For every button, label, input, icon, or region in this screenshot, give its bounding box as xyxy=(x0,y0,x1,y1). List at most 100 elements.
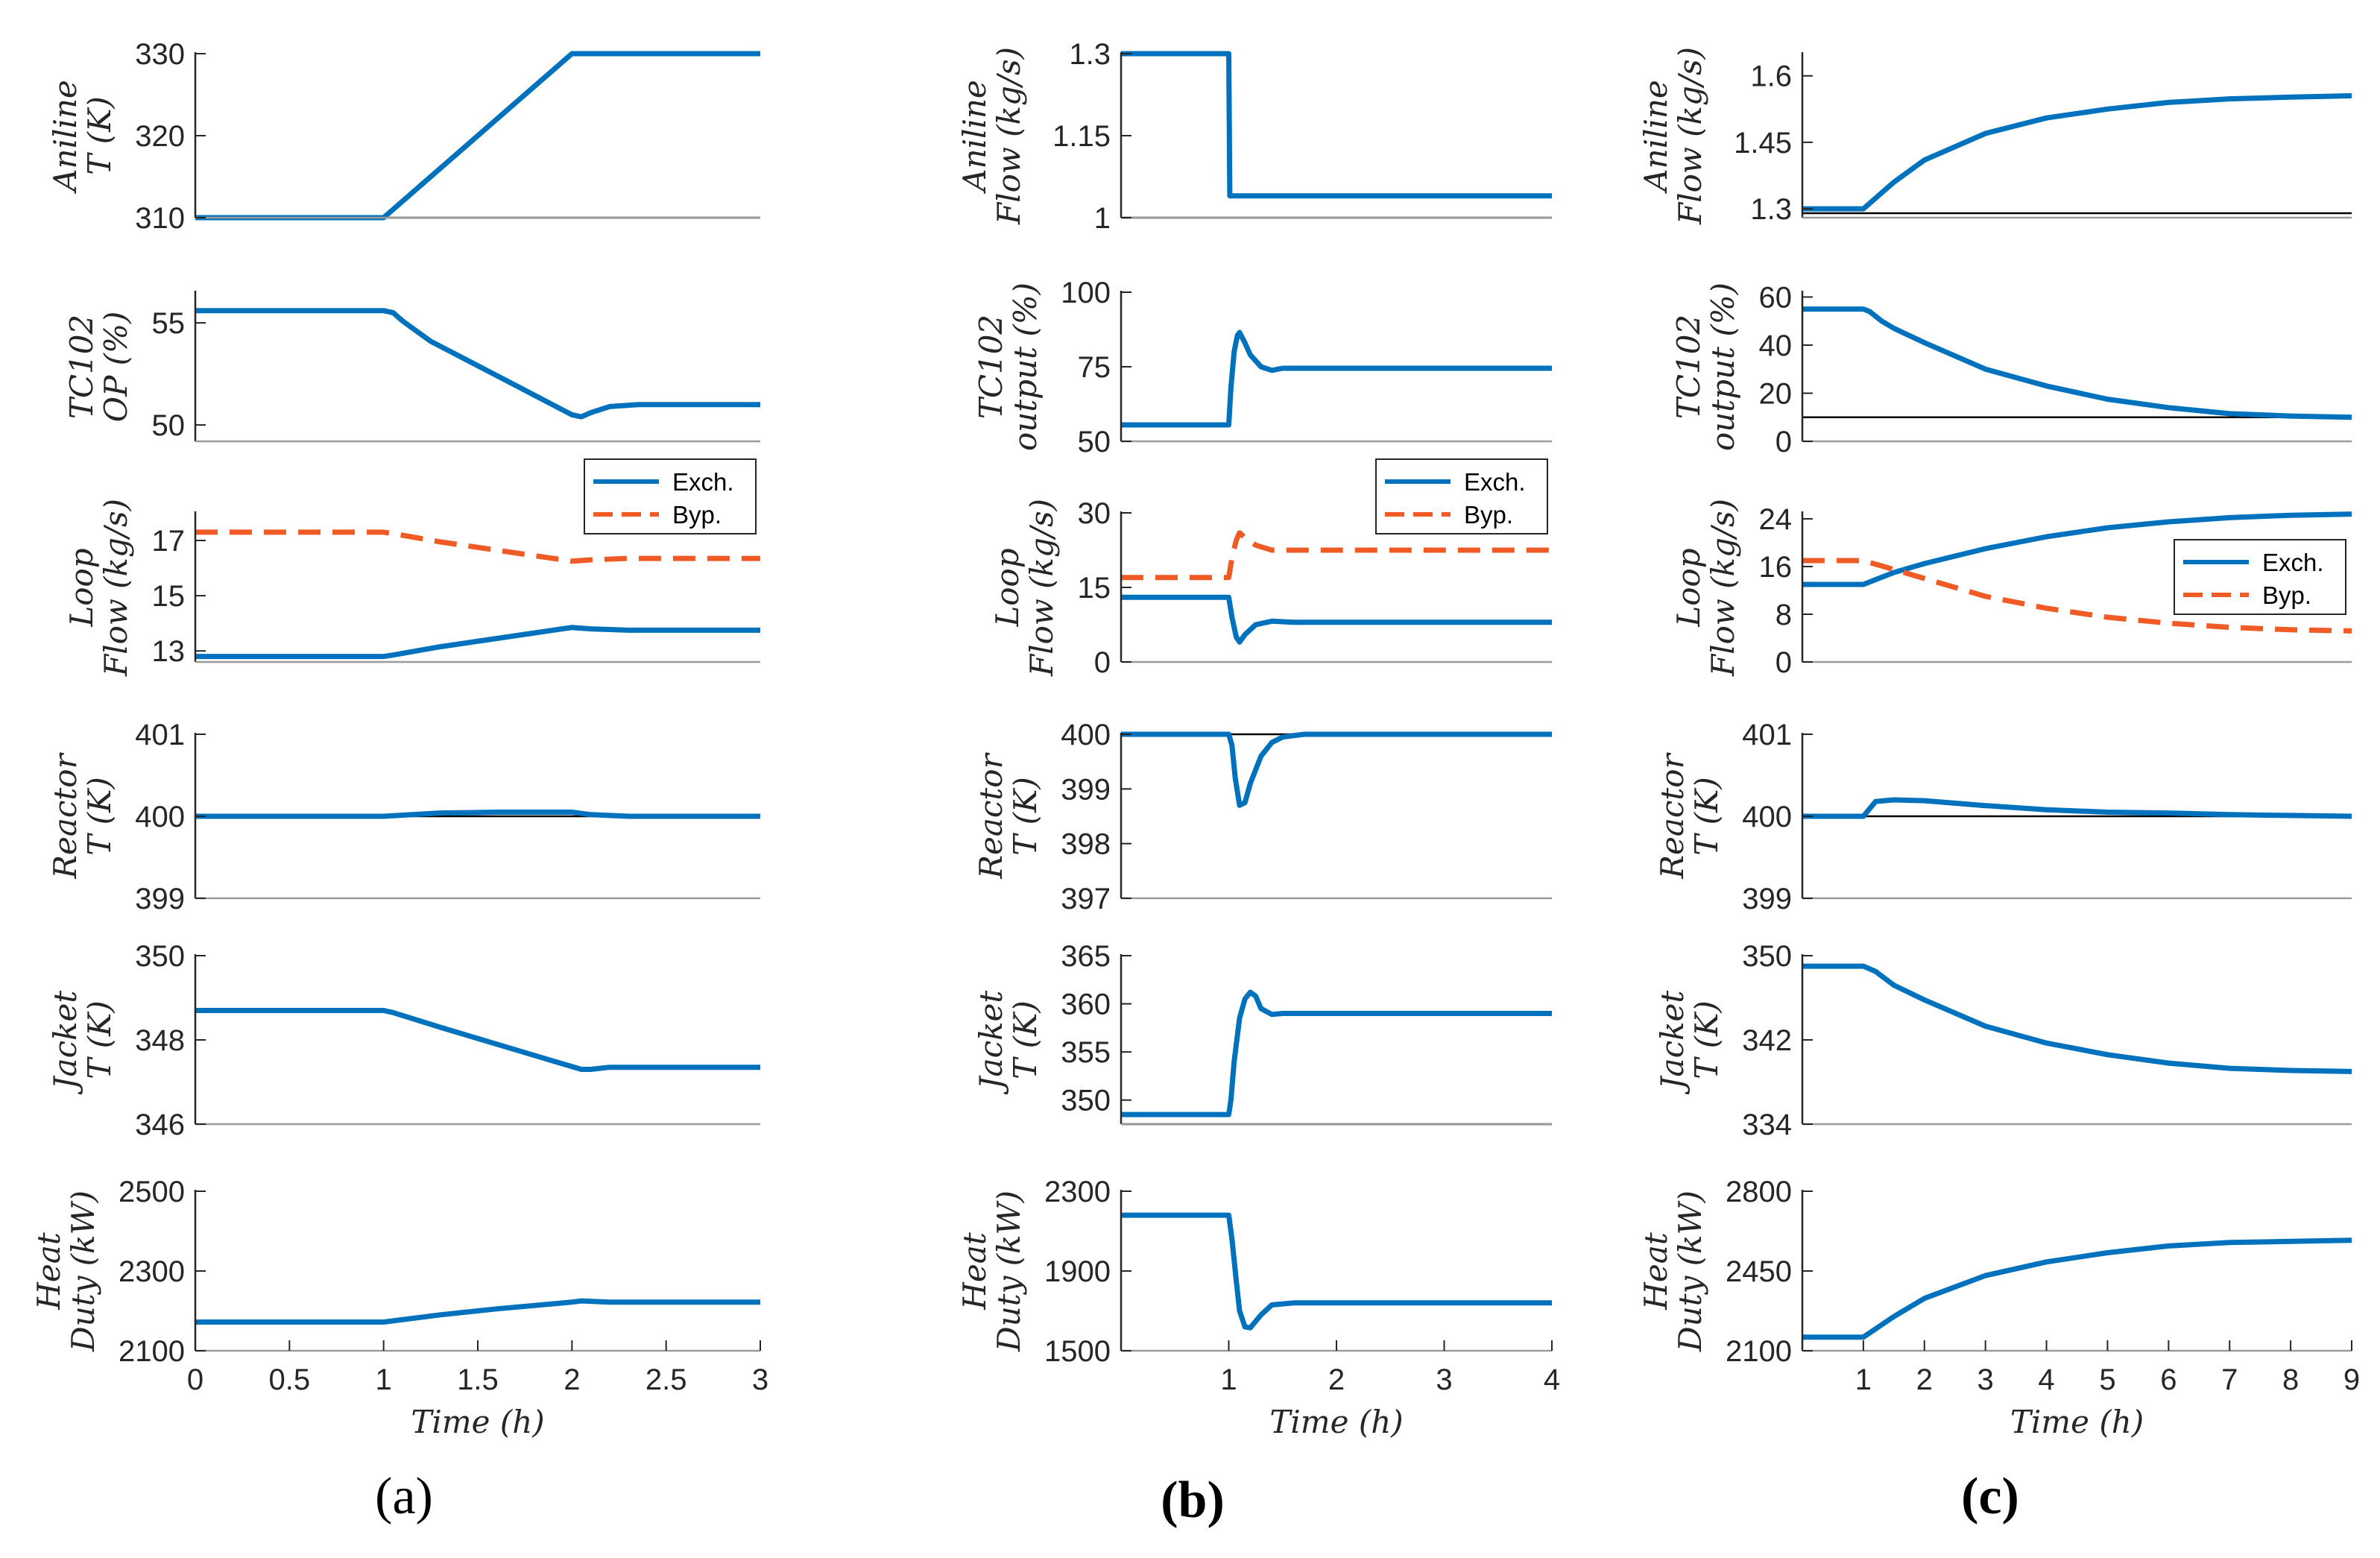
series-line-byp xyxy=(1121,530,1552,581)
x-tick-label: 4 xyxy=(1544,1363,1560,1396)
series-line-byp xyxy=(195,529,760,564)
legend-label: Exch. xyxy=(672,468,734,496)
subplot-a1: 50 55 TC102OP (%) xyxy=(63,291,760,443)
x-tick-label: 8 xyxy=(2282,1363,2299,1396)
series-line-exch xyxy=(1802,93,2352,212)
series-line-exch xyxy=(1802,1237,2352,1340)
y-tick-label: 1.6 xyxy=(1750,60,1792,93)
x-tick-label: 2 xyxy=(1916,1363,1933,1396)
y-tick-label: 2100 xyxy=(119,1335,185,1368)
series-line-exch xyxy=(1121,329,1552,428)
x-tick-label: 5 xyxy=(2099,1363,2115,1396)
y-tick-label: 334 xyxy=(1742,1108,1792,1141)
y-tick-label: 40 xyxy=(1759,329,1793,362)
y-tick-label: 1500 xyxy=(1044,1335,1111,1368)
y-tick-label: 8 xyxy=(1775,599,1792,631)
legend: Exch. Byp. xyxy=(1375,458,1548,534)
y-tick-label: 50 xyxy=(152,409,186,442)
y-tick-label: 320 xyxy=(135,120,185,153)
subplot-a3: 399 400 401 ReactorT (K) xyxy=(47,719,760,915)
y-tick-label: 75 xyxy=(1078,351,1111,384)
legend-label: Byp. xyxy=(672,501,722,529)
series-line-exch xyxy=(195,51,760,221)
y-tick-label: 55 xyxy=(152,307,186,340)
legend-label: Byp. xyxy=(1464,501,1513,529)
legend-box xyxy=(584,458,757,534)
x-tick-label: 7 xyxy=(2221,1363,2238,1396)
y-tick-label: 1.3 xyxy=(1750,193,1792,226)
subplot-c3: 399 400 401 ReactorT (K) xyxy=(1654,719,2352,915)
panel-label-a: (a) xyxy=(375,1468,433,1525)
y-tick-label: 1.3 xyxy=(1069,38,1111,71)
y-tick-label: 20 xyxy=(1759,377,1793,410)
y-tick-label: 100 xyxy=(1061,277,1111,309)
series-line-exch xyxy=(195,308,760,420)
y-tick-label: 2100 xyxy=(1726,1335,1792,1368)
y-tick-label: 397 xyxy=(1061,883,1111,915)
legend: Exch. Byp. xyxy=(2174,539,2346,615)
y-tick-label: 401 xyxy=(1742,719,1792,751)
y-tick-label: 330 xyxy=(135,38,185,71)
legend-label: Exch. xyxy=(2262,549,2324,576)
y-tick-label: 365 xyxy=(1061,940,1111,973)
series-line-exch xyxy=(195,1008,760,1072)
subplot-b3: 397 398 399 400 ReactorT (K) xyxy=(973,719,1552,915)
x-tick-label: 0 xyxy=(187,1363,203,1396)
series-line-exch xyxy=(1802,306,2352,420)
y-tick-label: 0 xyxy=(1775,646,1792,679)
y-tick-label: 1.15 xyxy=(1052,120,1111,153)
y-axis-label: TC102output (%) xyxy=(1670,283,1741,451)
y-tick-label: 401 xyxy=(135,719,185,751)
y-axis-label: ReactorT (K) xyxy=(973,751,1044,879)
series-line-exch xyxy=(1121,731,1552,808)
subplot-b2: 0 15 30 LoopFlow (kg/s) Exch. Byp. xyxy=(989,458,1552,679)
y-axis-label: LoopFlow (kg/s) xyxy=(1670,499,1741,677)
x-tick-label: 1 xyxy=(376,1363,392,1396)
series-line-exch xyxy=(1121,1212,1552,1331)
subplot-a0: 310 320 330 AnilineT (K) xyxy=(47,38,760,235)
subplot-c4: 334 342 350 JacketT (K) xyxy=(1654,940,2352,1141)
panel-label-c: (c) xyxy=(1961,1468,2019,1525)
y-tick-label: 15 xyxy=(152,580,186,613)
legend-label: Exch. xyxy=(1464,468,1526,496)
y-tick-label: 16 xyxy=(1759,551,1793,584)
y-axis-label: AnilineFlow (kg/s) xyxy=(956,47,1027,225)
y-tick-label: 1900 xyxy=(1044,1255,1111,1288)
subplot-a4: 346 348 350 JacketT (K) xyxy=(47,940,760,1141)
y-tick-label: 2800 xyxy=(1726,1176,1792,1208)
x-tick-label: 6 xyxy=(2160,1363,2177,1396)
y-tick-label: 50 xyxy=(1078,426,1111,458)
series-line-exch xyxy=(195,810,760,819)
y-tick-label: 400 xyxy=(1061,719,1111,751)
y-tick-label: 399 xyxy=(135,883,185,915)
y-tick-label: 2450 xyxy=(1726,1255,1792,1288)
y-tick-label: 342 xyxy=(1742,1024,1792,1057)
x-tick-label: 1 xyxy=(1220,1363,1237,1396)
y-axis-label: TC102OP (%) xyxy=(63,312,134,423)
y-tick-label: 398 xyxy=(1061,828,1111,861)
series-line-exch xyxy=(1802,511,2352,587)
series-line-exch xyxy=(1121,989,1552,1117)
y-tick-label: 400 xyxy=(135,801,185,833)
y-tick-label: 350 xyxy=(135,940,185,973)
y-tick-label: 1 xyxy=(1094,202,1111,235)
y-tick-label: 13 xyxy=(152,635,186,668)
series-line-byp xyxy=(1802,558,2352,634)
subplot-b0: 1 1.15 1.3 AnilineFlow (kg/s) xyxy=(956,38,1552,235)
y-axis-label: JacketT (K) xyxy=(1654,991,1725,1096)
y-tick-label: 355 xyxy=(1061,1036,1111,1069)
y-tick-label: 348 xyxy=(135,1024,185,1057)
x-tick-label: 0.5 xyxy=(269,1363,311,1396)
y-tick-label: 17 xyxy=(152,525,186,558)
y-tick-label: 0 xyxy=(1094,646,1111,679)
y-axis-label: HeatDuty (kW) xyxy=(31,1190,101,1352)
x-tick-label: 1 xyxy=(1855,1363,1872,1396)
subplot-c0: 1.3 1.45 1.6 AnilineFlow (kg/s) xyxy=(1638,47,2352,226)
x-tick-label: 3 xyxy=(752,1363,768,1396)
series-line-exch xyxy=(1802,797,2352,819)
series-line-exch xyxy=(1121,51,1552,199)
y-axis-label: LoopFlow (kg/s) xyxy=(63,499,134,677)
y-tick-label: 2300 xyxy=(119,1255,185,1288)
subplot-b5: 1500 1900 2300 1 2 3 4 Time (h) HeatDuty (kW) xyxy=(956,1176,1560,1440)
